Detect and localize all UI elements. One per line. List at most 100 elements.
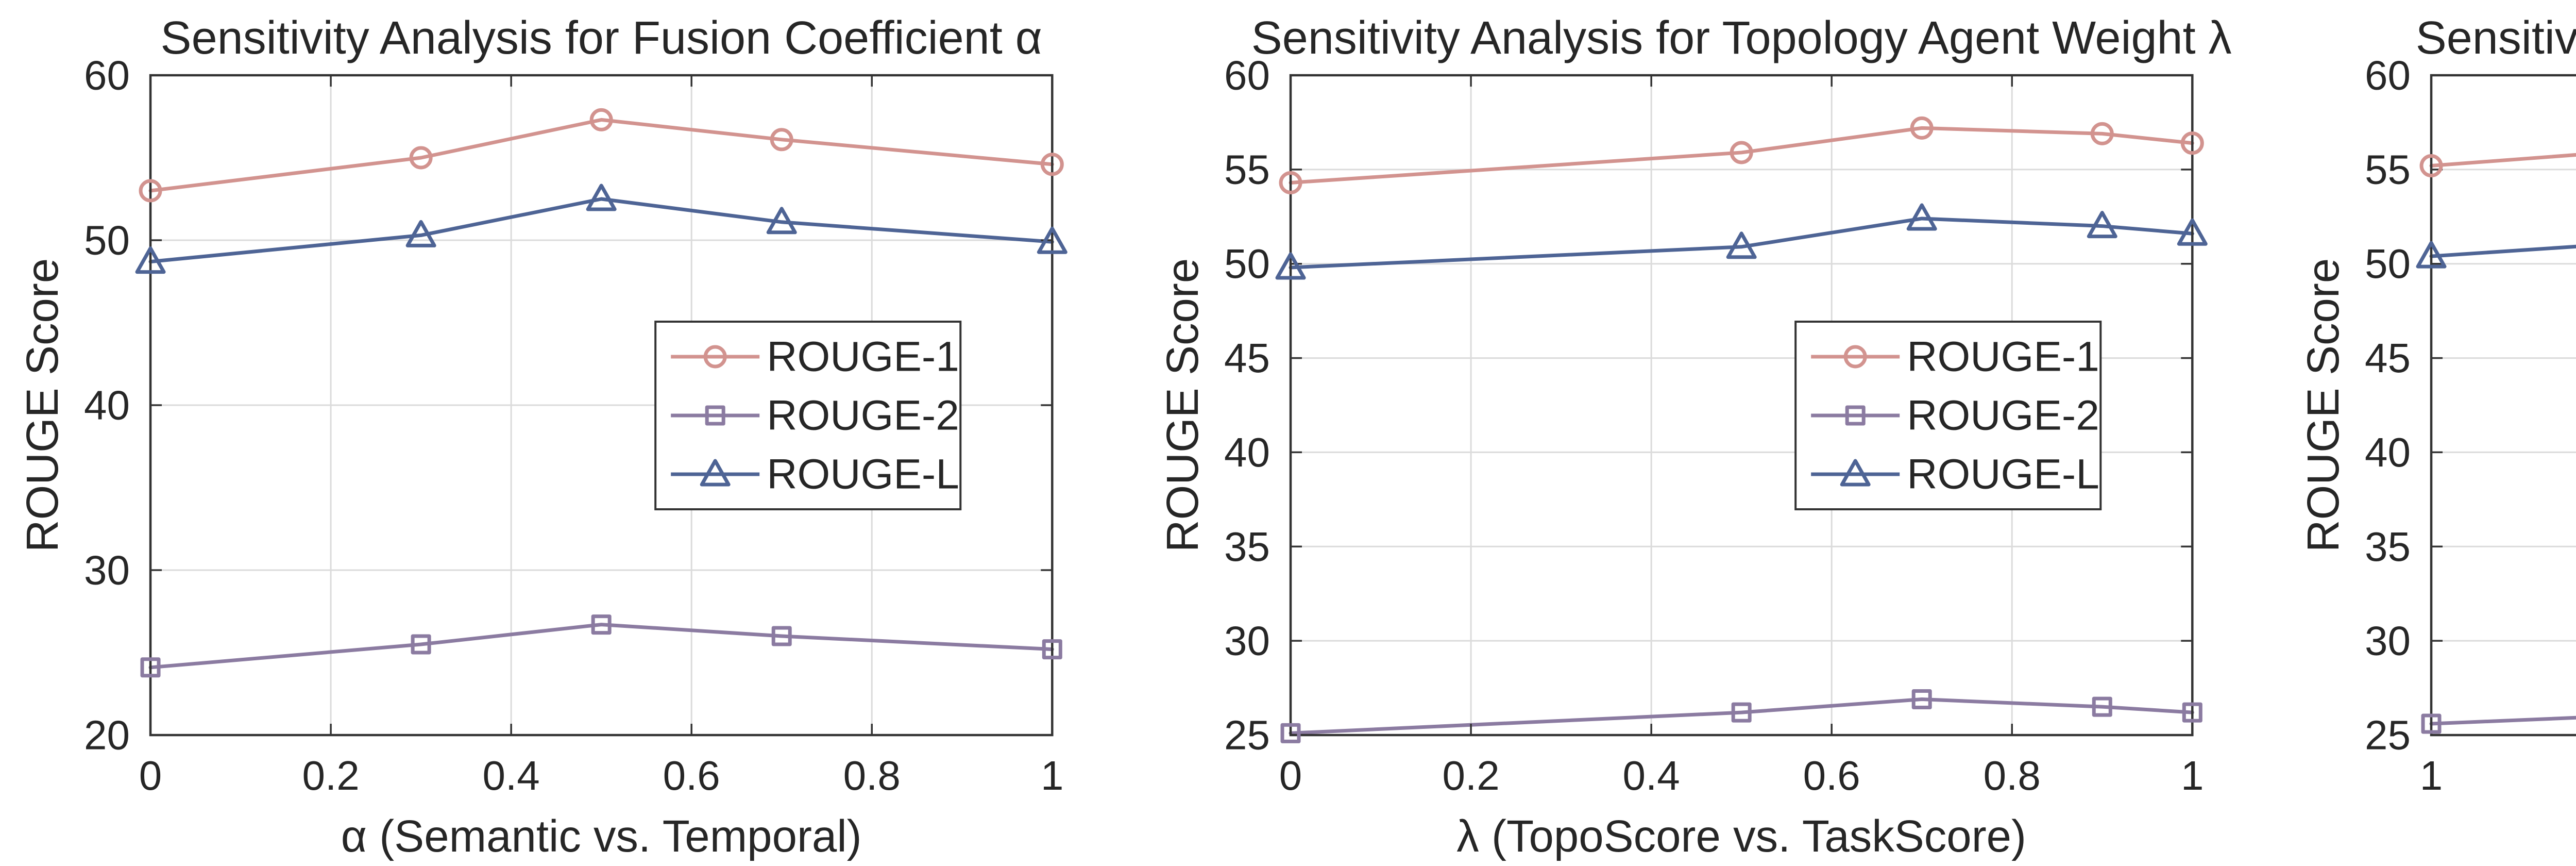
series-marker-rouge-1	[409, 146, 433, 170]
legend-item-label: ROUGE-L	[1907, 451, 2100, 498]
chart-title: Sensitivity Analysis for Fusion Coeffici…	[161, 12, 1042, 64]
legend-marker	[705, 405, 725, 426]
series-marker-rouge-2	[1912, 689, 1933, 710]
x-tick-label: 0.6	[663, 753, 720, 798]
x-tick-label: 0	[1279, 753, 1302, 798]
axis-box	[2430, 74, 2576, 737]
series-marker-rouge-2	[411, 634, 431, 655]
series-line-rouge-1	[1289, 126, 2195, 185]
series-marker-rouge-1	[589, 108, 613, 131]
y-tick-label: 40	[84, 382, 130, 428]
y-tick-label: 50	[1224, 241, 1270, 287]
legend: ROUGE-1 ROUGE-2 ROUGE-L	[1794, 321, 2102, 510]
y-axis-label: ROUGE Score	[18, 258, 67, 552]
legend-item: ROUGE-2	[1811, 392, 2100, 439]
series-marker-rouge-l	[405, 220, 436, 247]
y-tick-label: 40	[1224, 429, 1270, 475]
y-tick-label: 55	[2365, 146, 2411, 192]
y-tick-label: 35	[2365, 524, 2411, 570]
legend-item: ROUGE-1	[1811, 334, 2100, 380]
x-tick-label: 0.4	[1623, 753, 1680, 798]
series-marker-rouge-2	[771, 626, 792, 646]
series-marker-rouge-l	[1907, 203, 1938, 231]
series-marker-rouge-2	[140, 657, 161, 678]
y-tick-label: 25	[2365, 712, 2411, 758]
series-marker-rouge-l	[1275, 252, 1306, 280]
series-marker-rouge-1	[1730, 141, 1754, 164]
x-axis-label: α (Semantic vs. Temporal)	[341, 811, 862, 861]
axis-box	[149, 74, 1054, 737]
x-tick-label: 1	[2419, 753, 2443, 798]
x-tick-label: 0.4	[483, 753, 540, 798]
series-marker-rouge-1	[2419, 154, 2443, 178]
legend-item-label: ROUGE-1	[1907, 334, 2100, 380]
legend-marker	[1845, 405, 1866, 426]
x-tick-label: 1	[1041, 753, 1064, 798]
y-tick-label: 30	[1224, 618, 1270, 664]
series-marker-rouge-l	[2177, 218, 2208, 246]
legend-item: ROUGE-2	[671, 392, 959, 439]
series-marker-rouge-2	[1042, 639, 1062, 660]
legend-marker	[700, 459, 731, 487]
y-tick-label: 60	[1224, 53, 1270, 98]
axis-box	[1290, 74, 2194, 737]
y-tick-label: 55	[1224, 146, 1270, 192]
y-tick-label: 30	[84, 547, 130, 593]
chart-title: Sensitivity Analysis for Protection Pool…	[2415, 12, 2576, 64]
y-tick-label: 20	[84, 712, 130, 758]
series-marker-rouge-l	[2087, 211, 2118, 239]
legend-item-label: ROUGE-1	[767, 334, 959, 380]
legend-marker	[1844, 345, 1868, 369]
series-line-rouge-l	[148, 197, 1054, 264]
chart-panel-fusion-coefficient: 20 30 40 50 60 0 0.2 0.4 0.6 0.8 1 Sensitivity Anal…	[0, 0, 1141, 866]
legend-item: ROUGE-L	[1811, 451, 2100, 498]
legend-item-label: ROUGE-2	[1907, 392, 2100, 439]
legend: ROUGE-1 ROUGE-2 ROUGE-L	[654, 321, 962, 510]
chart-panel-protection-pool-size: 253035404550556012345Sensitivity Analysi…	[2280, 0, 2576, 866]
series-marker-rouge-2	[591, 614, 612, 635]
x-axis-label: λ (TopoScore vs. TaskScore)	[1457, 811, 2027, 861]
series-line-rouge-2	[1289, 697, 2195, 735]
series-marker-rouge-1	[2181, 131, 2205, 155]
y-tick-label: 25	[1224, 712, 1270, 758]
chart-protection-pool-size: 253035404550556012345Sensitivity Analysi…	[2280, 0, 2576, 866]
series-marker-rouge-1	[139, 179, 162, 203]
series-marker-rouge-1	[1279, 171, 1302, 194]
chart-title: Sensitivity Analysis for Topology Agent …	[1251, 12, 2232, 64]
x-tick-label: 1	[2181, 753, 2204, 798]
series-marker-rouge-1	[1910, 116, 1934, 140]
legend-item: ROUGE-1	[671, 334, 959, 380]
y-axis-label: ROUGE Score	[1158, 258, 1208, 552]
series-marker-rouge-l	[766, 207, 797, 235]
y-tick-label: 60	[2365, 53, 2411, 98]
chart-panel-topology-agent-weight: 25 30 35 40 45 50 55 60 0 0.2 0.4 0.6 0.8 1 Sensitivit…	[1140, 0, 2281, 866]
y-tick-label: 45	[1224, 335, 1270, 381]
legend-item: ROUGE-L	[671, 451, 959, 497]
chart-background	[2280, 0, 2576, 866]
chart-topology-agent-weight: 25 30 35 40 45 50 55 60 0 0.2 0.4 0.6 0.8 1 Sensitivit…	[1140, 0, 2281, 866]
series-marker-rouge-2	[1280, 723, 1301, 743]
x-tick-label: 0.8	[1984, 753, 2041, 798]
y-axis-label: ROUGE Score	[2298, 258, 2348, 552]
series-marker-rouge-1	[1040, 153, 1064, 176]
series-line-rouge-1	[148, 118, 1054, 193]
series-marker-rouge-1	[2091, 122, 2114, 145]
y-tick-label: 30	[2365, 618, 2411, 664]
y-tick-label: 60	[84, 53, 130, 98]
series-line-rouge-l	[1289, 216, 2195, 270]
series-marker-rouge-l	[2416, 241, 2447, 269]
series-marker-rouge-2	[2182, 702, 2203, 723]
series-line-rouge-2	[148, 623, 1054, 670]
series-marker-rouge-1	[770, 128, 793, 152]
y-tick-label: 45	[2365, 335, 2411, 381]
chart-fusion-coefficient: 20 30 40 50 60 0 0.2 0.4 0.6 0.8 1 Sensitivity Anal…	[0, 0, 1141, 866]
series-marker-rouge-l	[1726, 231, 1757, 259]
legend-marker	[1840, 459, 1871, 487]
x-tick-label: 0.2	[1443, 753, 1500, 798]
series-marker-rouge-2	[1731, 702, 1752, 723]
legend-marker	[703, 345, 727, 369]
series-marker-rouge-l	[135, 246, 166, 274]
x-tick-label: 0	[139, 753, 162, 798]
gridlines	[1291, 75, 2193, 735]
